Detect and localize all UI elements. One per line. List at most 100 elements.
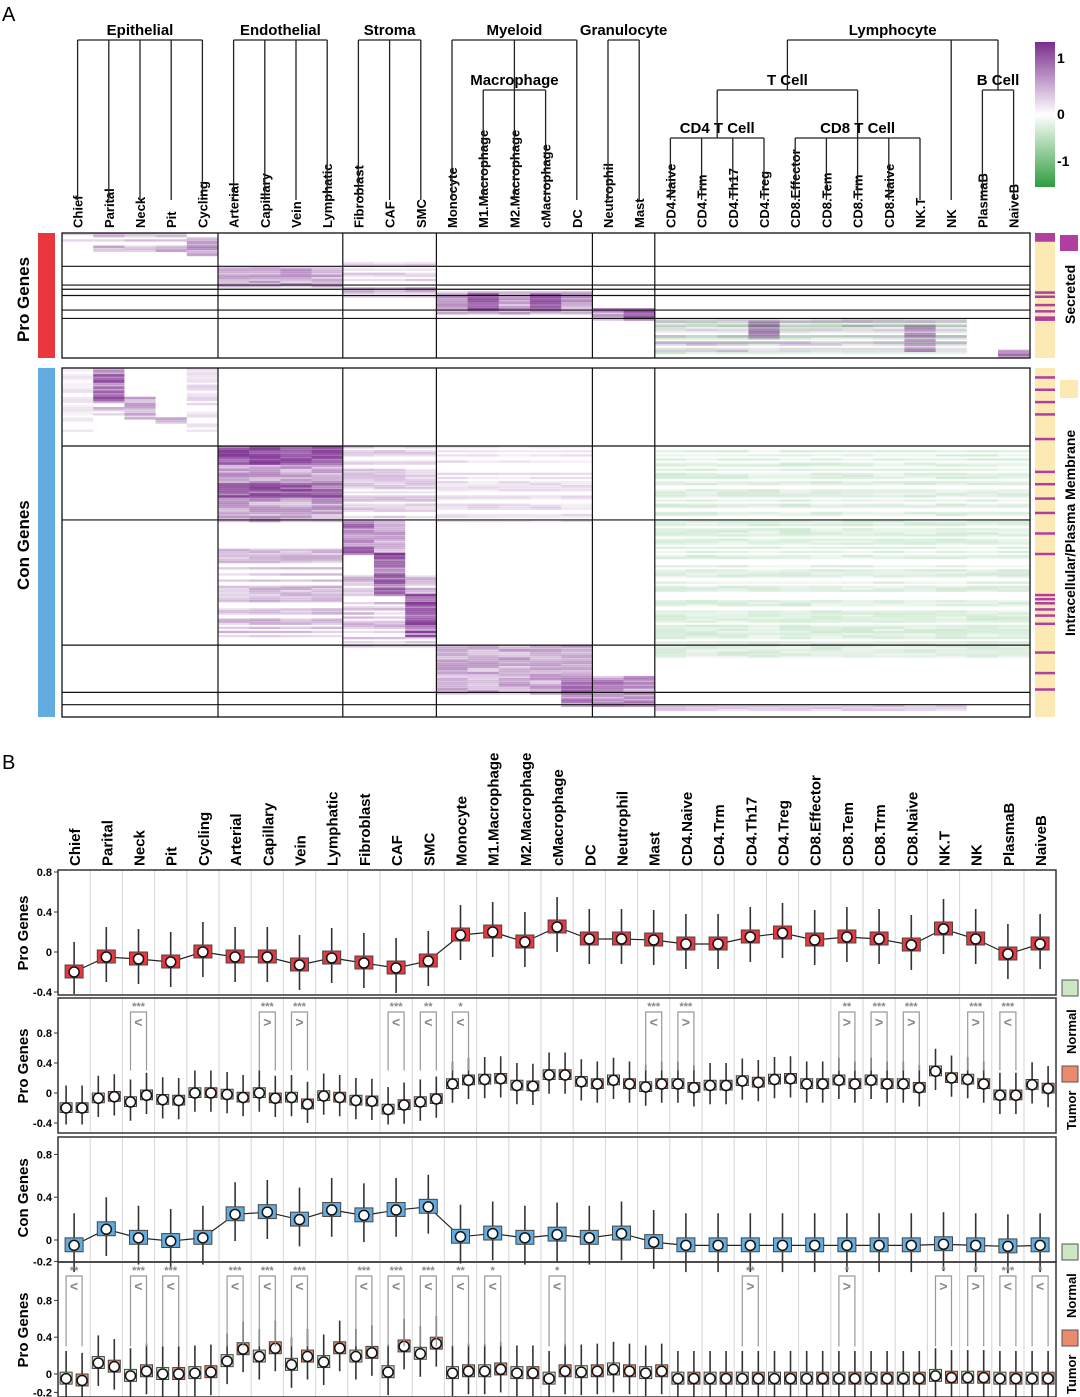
median-marker (849, 1372, 861, 1385)
heatmap-cell (467, 305, 499, 309)
heatmap-cell (561, 677, 593, 681)
heatmap-cell (498, 657, 530, 660)
heatmap-cell (998, 482, 1030, 486)
median-marker (841, 931, 853, 943)
heatmap-cell (280, 487, 312, 490)
heatmap-cell (842, 575, 874, 578)
heatmap-cell (530, 649, 562, 652)
heatmap-cell (842, 618, 874, 621)
heatmap-cell (935, 499, 967, 502)
heatmap-cell (342, 626, 374, 630)
comparison-symbol: < (360, 1278, 368, 1294)
heatmap-cell (873, 335, 905, 338)
heatmap-cell (654, 491, 686, 494)
heatmap-cell (280, 452, 312, 455)
significance-stars: *** (390, 1265, 404, 1277)
secreted-mark (1035, 552, 1055, 556)
heatmap-cell (873, 649, 905, 652)
heatmap-cell (342, 295, 374, 298)
heatmap-cell (873, 628, 905, 632)
heatmap-cell (186, 239, 218, 242)
median-marker (92, 1357, 105, 1369)
heatmap-cell (842, 550, 874, 554)
heatmap-cell (561, 692, 593, 695)
heatmap-cell (436, 293, 468, 296)
heatmap-cell (810, 499, 842, 502)
heatmap-cell (436, 692, 468, 695)
heatmap-cell (998, 575, 1030, 578)
heatmap-cell (436, 480, 468, 484)
heatmap-cell (904, 347, 936, 350)
heatmap-cell (467, 454, 499, 457)
heatmap-cell (904, 550, 936, 554)
heatmap-cell (686, 614, 718, 617)
heatmap-cell (280, 560, 312, 564)
heatmap-cell (998, 647, 1030, 650)
heatmap-cell (748, 651, 780, 654)
heatmap-cell (717, 706, 749, 710)
median-marker (808, 1239, 821, 1252)
heatmap-cell (717, 524, 749, 527)
heatmap-cell (561, 653, 593, 656)
heatmap-cell (935, 612, 967, 615)
heatmap-cell (592, 682, 624, 685)
heatmap-cell (935, 530, 967, 533)
heatmap-cell (186, 243, 218, 246)
heatmap-cell (280, 505, 312, 508)
heatmap-cell (966, 454, 998, 457)
heatmap-cell (124, 417, 156, 420)
heatmap-cell (374, 544, 406, 547)
secreted-mark (1035, 608, 1055, 611)
heatmap-cell (436, 299, 468, 303)
heatmap-cell (654, 324, 686, 328)
heatmap-cell (873, 476, 905, 480)
heatmap-cell (405, 612, 437, 615)
heatmap-cell (561, 303, 593, 307)
heatmap-cell (810, 620, 842, 623)
heatmap-cell (93, 409, 125, 412)
heatmap-cell (249, 610, 281, 613)
heatmap-cell (249, 478, 281, 482)
heatmap-cell (810, 565, 842, 568)
heatmap-cell (842, 546, 874, 549)
heatmap-cell (717, 571, 749, 574)
heatmap-cell (966, 641, 998, 644)
heatmap-cell (561, 301, 593, 305)
heatmap-cell (904, 706, 936, 710)
heatmap-cell (873, 464, 905, 467)
heatmap-cell (62, 376, 94, 379)
heatmap-cell (592, 696, 624, 699)
heatmap-cell (530, 495, 562, 498)
heatmap-cell (342, 624, 374, 627)
heatmap-cell (810, 651, 842, 654)
heatmap-cell (311, 595, 343, 599)
heatmap-cell (280, 485, 312, 488)
heatmap-cell (62, 239, 94, 242)
heatmap-cell (810, 330, 842, 334)
heatmap-cell (748, 472, 780, 476)
heatmap-cell (873, 534, 905, 537)
heatmap-cell (561, 460, 593, 463)
heatmap-cell (124, 233, 156, 236)
pro-genes-bar (38, 233, 55, 358)
heatmap-cell (280, 462, 312, 465)
heatmap-cell (654, 318, 686, 321)
heatmap-cell (748, 542, 780, 545)
heatmap-cell (342, 268, 374, 271)
heatmap-cell (467, 649, 499, 652)
heatmap-cell (280, 513, 312, 517)
heatmap-cell (436, 472, 468, 476)
heatmap-cell (779, 604, 811, 607)
comparison-symbol: < (70, 1278, 78, 1294)
category-label: PlasmaB (1001, 802, 1018, 866)
heatmap-cell (654, 614, 686, 617)
heatmap-cell (654, 528, 686, 531)
heatmap-cell (186, 411, 218, 414)
heatmap-cell (530, 647, 562, 650)
heatmap-cell (342, 495, 374, 498)
heatmap-cell (810, 538, 842, 541)
heatmap-cell (935, 318, 967, 321)
heatmap-cell (561, 704, 593, 708)
heatmap-cell (467, 667, 499, 671)
heatmap-cell (218, 476, 250, 480)
